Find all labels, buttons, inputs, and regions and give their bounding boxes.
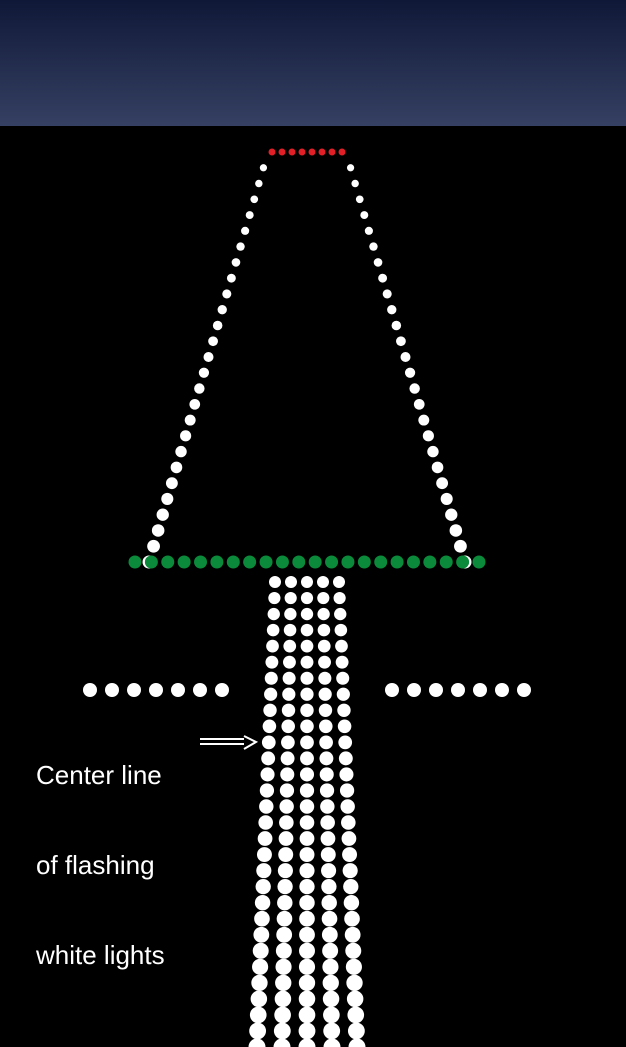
label-line-3: white lights	[36, 940, 165, 970]
label-line-1: Center line	[36, 760, 165, 790]
label-line-2: of flashing	[36, 850, 165, 880]
approach-lighting-diagram: Center line of flashing white lights	[0, 0, 626, 1047]
centerline-label: Center line of flashing white lights	[36, 700, 165, 1030]
